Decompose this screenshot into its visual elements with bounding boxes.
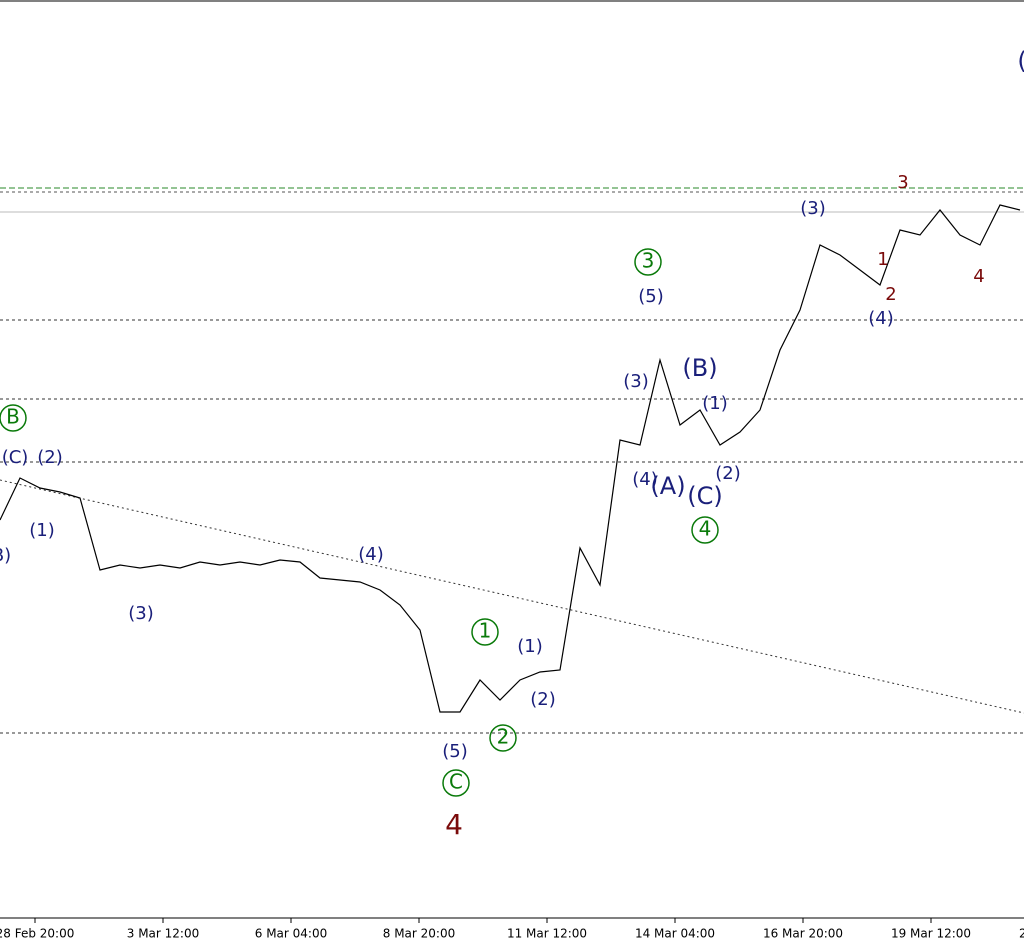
wave-label: (5) bbox=[442, 741, 468, 762]
wave-circle bbox=[0, 404, 27, 432]
x-tick-label: 16 Mar 20:00 bbox=[763, 927, 843, 941]
wave-label: 2 bbox=[885, 284, 896, 305]
wave-label: ( bbox=[1017, 47, 1024, 75]
wave-label: (1) bbox=[29, 520, 55, 541]
trend-line bbox=[0, 479, 1024, 714]
wave-label: (2) bbox=[37, 447, 63, 468]
wave-label: (C) bbox=[687, 482, 722, 510]
wave-label: (2) bbox=[530, 689, 556, 710]
x-tick-label: 14 Mar 04:00 bbox=[635, 927, 715, 941]
x-tick-label: 3 Mar 12:00 bbox=[127, 927, 200, 941]
wave-label: (3) bbox=[800, 198, 826, 219]
wave-circle bbox=[471, 618, 499, 646]
wave-label: 1 bbox=[479, 619, 492, 643]
wave-label: (1) bbox=[517, 636, 543, 657]
wave-label: (3) bbox=[623, 371, 649, 392]
wave-label: 3 bbox=[642, 249, 655, 273]
x-tick-label: 28 Feb 20:00 bbox=[0, 927, 74, 941]
x-tick-label: 8 Mar 20:00 bbox=[383, 927, 456, 941]
wave-circle bbox=[442, 769, 470, 797]
price-line bbox=[0, 204, 1021, 713]
wave-label: (4) bbox=[358, 544, 384, 565]
wave-label: (B) bbox=[682, 354, 717, 382]
wave-label: 4 bbox=[445, 808, 463, 841]
x-tick-label: 22 Mar 04:00 bbox=[1019, 927, 1024, 941]
wave-label: (A) bbox=[650, 472, 685, 500]
wave-circle bbox=[489, 724, 517, 752]
wave-label: B bbox=[6, 405, 20, 429]
wave-label: 2 bbox=[497, 725, 510, 749]
wave-circle bbox=[691, 516, 719, 544]
wave-label: (4) bbox=[868, 308, 894, 329]
wave-label: C bbox=[449, 770, 463, 794]
x-tick-label: 6 Mar 04:00 bbox=[255, 927, 328, 941]
wave-circle bbox=[634, 248, 662, 276]
wave-label: (3) bbox=[128, 603, 154, 624]
wave-label: (1) bbox=[702, 393, 728, 414]
wave-label: (C) bbox=[2, 447, 29, 468]
wave-label: 4 bbox=[973, 266, 984, 287]
x-tick-label: 19 Mar 12:00 bbox=[891, 927, 971, 941]
x-tick-label: 11 Mar 12:00 bbox=[507, 927, 587, 941]
wave-label: (5) bbox=[638, 286, 664, 307]
wave-label: 3 bbox=[897, 172, 908, 193]
wave-label: 4 bbox=[699, 517, 712, 541]
wave-label: 1 bbox=[877, 249, 888, 270]
wave-label: (2) bbox=[715, 463, 741, 484]
wave-label: (4) bbox=[632, 469, 658, 490]
wave-label: (B) bbox=[0, 545, 11, 566]
